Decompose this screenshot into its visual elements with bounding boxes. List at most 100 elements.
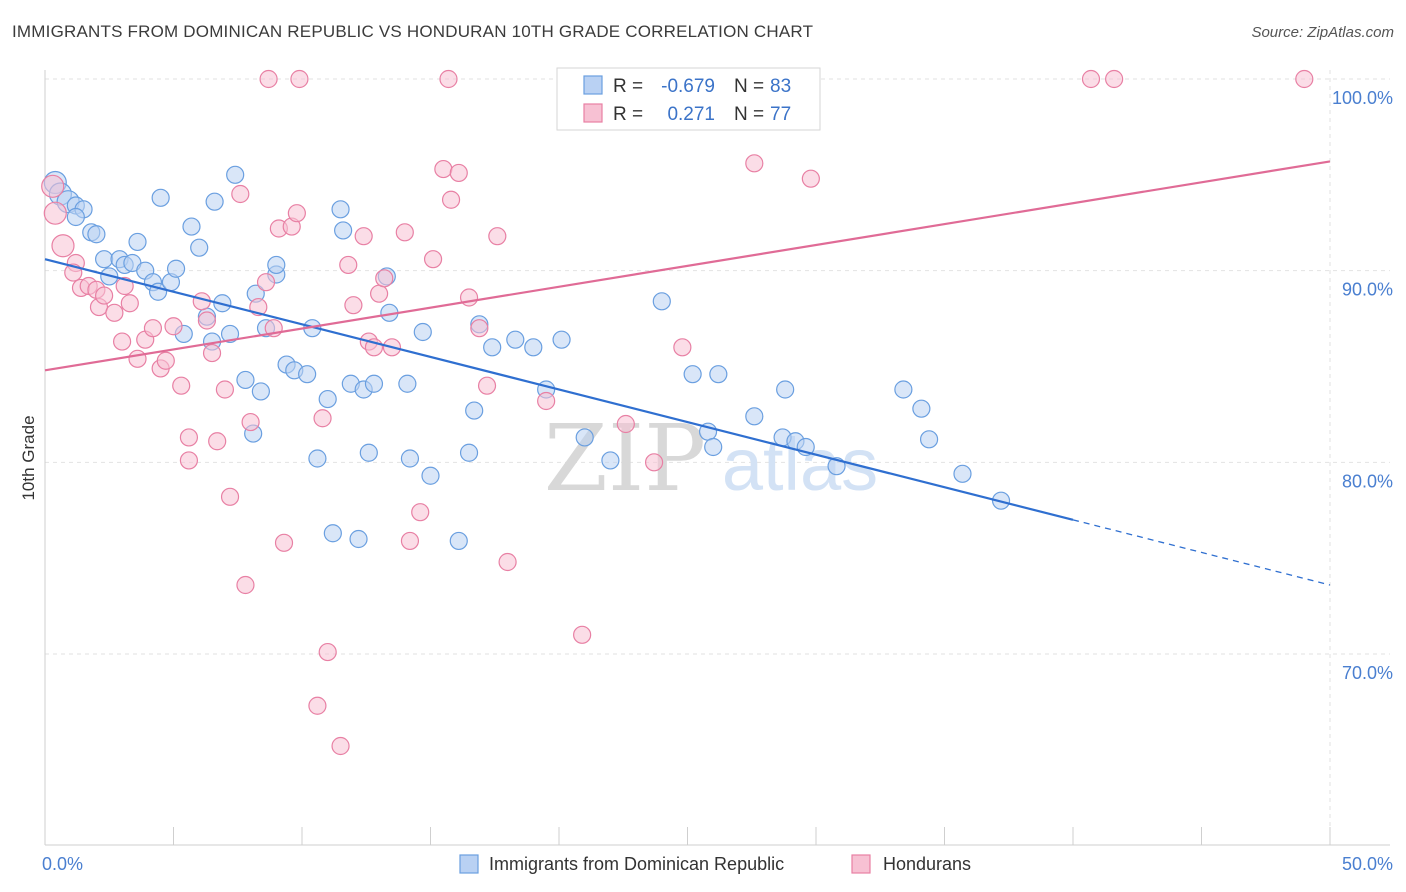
legend-series: Immigrants from Dominican Republic Hondu… (459, 854, 971, 874)
honduran-point-36 (274, 533, 294, 552)
honduran-point-14 (128, 349, 147, 368)
dominican-point-10 (182, 217, 201, 236)
dominican-point-62 (912, 399, 931, 418)
legend-n-label-1: N = (734, 76, 764, 97)
y-axis-label: 10th Grade (19, 415, 38, 500)
honduran-point-25 (202, 343, 222, 363)
dominican-point-36 (413, 322, 432, 342)
dominican-point-9 (151, 188, 170, 207)
dominican-point-60 (776, 380, 795, 399)
honduran-point-63 (537, 391, 556, 411)
trend-line-dominican (44, 258, 1074, 521)
legend-bottom-swatch-honduran (851, 854, 871, 874)
dominican-point-7 (87, 225, 106, 244)
y-tick-label-90: 90.0% (1342, 280, 1393, 300)
legend-r-label-1: R = (613, 76, 643, 97)
dominican-point-61 (894, 380, 913, 399)
dominican-point-67 (421, 466, 440, 485)
legend-bottom-label-honduran: Hondurans (883, 854, 971, 874)
honduran-point-51 (395, 223, 414, 242)
honduran-point-64 (573, 625, 592, 644)
honduran-point-26 (208, 432, 227, 451)
honduran-point-33 (256, 273, 276, 292)
dominican-point-57 (683, 365, 702, 384)
honduran-point-30 (236, 575, 255, 595)
honduran-point-70 (259, 69, 278, 89)
legend-bottom-swatch-dominican (459, 854, 479, 874)
honduran-point-13 (120, 294, 139, 313)
honduran-point-72 (439, 69, 458, 89)
dominican-point-13 (226, 165, 245, 184)
honduran-point-40 (313, 409, 332, 428)
honduran-point-55 (434, 159, 453, 179)
dominican-point-16 (95, 250, 114, 269)
honduran-point-74 (1081, 69, 1101, 89)
honduran-point-76 (1295, 69, 1314, 89)
legend-n-value-1: 83 (770, 76, 791, 97)
honduran-point-52 (400, 531, 420, 551)
honduran-point-68 (745, 154, 764, 173)
x-tick-label-1: 50.0% (1342, 854, 1393, 874)
honduran-point-75 (1105, 69, 1124, 89)
honduran-point-45 (354, 227, 373, 246)
dominican-point-55 (465, 401, 484, 420)
legend-swatch-honduran (583, 103, 603, 123)
honduran-point-21 (179, 428, 199, 447)
y-tick-label-80: 80.0% (1342, 471, 1393, 491)
honduran-point-59 (470, 319, 489, 338)
honduran-point-49 (375, 269, 394, 288)
dominican-point-39 (506, 330, 525, 349)
legend-r-label-2: R = (613, 104, 643, 125)
dominican-point-46 (251, 382, 270, 401)
dominican-point-78 (953, 464, 972, 483)
dominican-point-38 (483, 338, 502, 357)
dominican-point-42 (652, 292, 671, 311)
dominican-point-53 (364, 374, 384, 393)
honduran-point-61 (488, 227, 507, 246)
honduran-point-1 (43, 201, 67, 225)
dominican-point-8 (128, 232, 147, 252)
x-tick-label-0: 0.0% (42, 854, 83, 874)
honduran-point-10 (105, 303, 124, 322)
honduran-point-43 (339, 255, 358, 275)
legend-swatch-dominican (583, 75, 603, 95)
honduran-point-11 (112, 332, 132, 351)
dominican-point-70 (601, 451, 620, 470)
dominican-point-77 (919, 430, 939, 449)
dominican-point-49 (298, 365, 317, 384)
y-tick-label-70: 70.0% (1342, 663, 1393, 683)
honduran-point-19 (164, 317, 183, 336)
honduran-point-20 (172, 376, 191, 395)
dominican-point-58 (709, 365, 728, 384)
legend-bottom-label-dominican: Immigrants from Dominican Republic (489, 854, 784, 874)
legend-r-value-2: 0.271 (667, 104, 715, 125)
dominican-point-32 (220, 324, 240, 344)
honduran-point-38 (287, 204, 306, 223)
dominican-point-82 (449, 531, 468, 551)
honduran-point-12 (115, 276, 134, 296)
honduran-point-27 (215, 380, 234, 399)
dominican-point-59 (745, 407, 764, 426)
dominican-point-65 (359, 443, 378, 462)
honduran-point-16 (143, 319, 163, 338)
grid (45, 70, 1390, 845)
honduran-point-9 (95, 286, 114, 305)
dominican-point-50 (318, 389, 337, 409)
axes: 100.0% 90.0% 80.0% 70.0% 0.0% 50.0% (42, 70, 1393, 874)
honduran-point-54 (423, 250, 443, 269)
dominican-point-69 (575, 428, 594, 447)
honduran-point-44 (344, 296, 363, 315)
legend-r-value-1: -0.679 (661, 76, 715, 97)
honduran-point-42 (331, 736, 350, 756)
trend-lines (44, 160, 1331, 586)
dominican-point-80 (323, 524, 342, 543)
legend-n-value-2: 77 (770, 104, 791, 125)
chart-title: IMMIGRANTS FROM DOMINICAN REPUBLIC VS HO… (12, 22, 814, 41)
dominican-point-40 (524, 338, 543, 357)
honduran-point-48 (370, 284, 389, 303)
honduran-point-67 (673, 338, 692, 357)
honduran-point-2 (51, 234, 75, 258)
dominican-point-72 (704, 437, 723, 457)
